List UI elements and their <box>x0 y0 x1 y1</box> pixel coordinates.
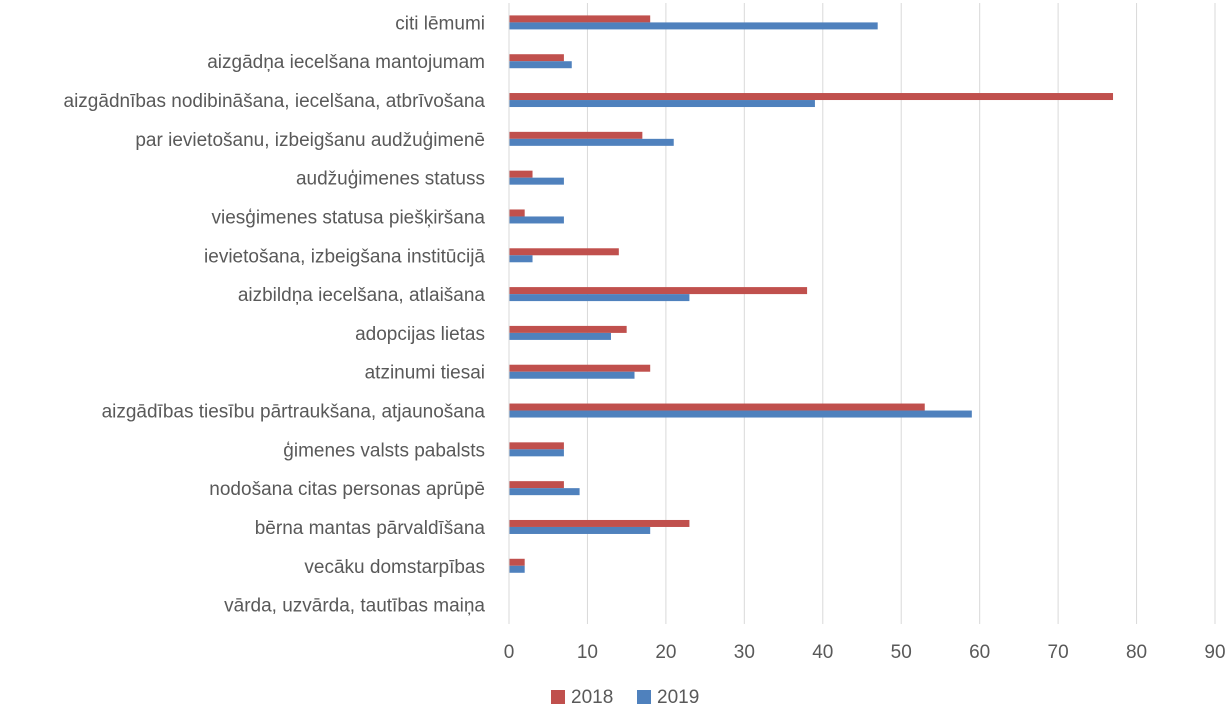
bar-2019-14 <box>509 565 525 573</box>
x-tick-label: 50 <box>891 642 912 663</box>
bar-2018-8 <box>509 325 627 333</box>
category-label: aizbildņa iecelšana, atlaišana <box>238 285 486 306</box>
bar-2019-12 <box>509 488 580 496</box>
x-tick-label: 90 <box>1204 642 1225 663</box>
category-label: vārda, uzvārda, tautības maiņa <box>224 596 485 617</box>
bar-2019-1 <box>509 61 572 69</box>
category-label: bērna mantas pārvaldīšana <box>255 518 486 539</box>
bar-2019-13 <box>509 526 651 534</box>
category-label: vecāku domstarpības <box>304 557 485 578</box>
category-label: citi lēmumi <box>395 13 485 34</box>
bar-2019-10 <box>509 410 972 418</box>
bar-2019-5 <box>509 216 564 224</box>
bar-2018-1 <box>509 54 564 62</box>
bar-2018-13 <box>509 519 690 527</box>
bar-2018-0 <box>509 15 651 23</box>
bar-2019-6 <box>509 255 533 263</box>
category-label: aizgādības tiesību pārtraukšana, atjauno… <box>102 402 486 423</box>
x-tick-label: 60 <box>969 642 990 663</box>
bar-2018-6 <box>509 248 619 256</box>
bar-2019-9 <box>509 371 635 379</box>
category-label: aizgādņa iecelšana mantojumam <box>207 52 485 73</box>
category-label: ievietošana, izbeigšana institūcijā <box>204 246 485 267</box>
category-label: adopcijas lietas <box>355 324 485 345</box>
bar-2018-5 <box>509 209 525 217</box>
bar-2019-8 <box>509 332 611 340</box>
category-label: audžuģimenes statuss <box>296 169 485 190</box>
legend-label-2018: 2018 <box>571 687 613 708</box>
category-label: viesģimenes statusa piešķiršana <box>211 207 485 228</box>
bar-2019-3 <box>509 138 674 146</box>
legend-swatch-2019 <box>637 690 651 704</box>
bar-2018-12 <box>509 481 564 489</box>
bar-2019-4 <box>509 177 564 185</box>
bar-2019-7 <box>509 294 690 302</box>
x-tick-label: 30 <box>734 642 755 663</box>
x-tick-label: 80 <box>1126 642 1147 663</box>
legend-label-2019: 2019 <box>657 687 699 708</box>
x-tick-label: 20 <box>655 642 676 663</box>
tick-labels: 0 10 20 30 40 50 60 70 80 90 <box>504 642 1226 663</box>
bar-2018-11 <box>509 442 564 450</box>
x-tick-label: 70 <box>1048 642 1069 663</box>
x-tick-label: 0 <box>504 642 515 663</box>
legend: 2018 2019 <box>551 687 699 708</box>
legend-swatch-2018 <box>551 690 565 704</box>
bar-2019-0 <box>509 22 878 30</box>
bar-2018-2 <box>509 93 1114 101</box>
category-label: atzinumi tiesai <box>365 363 485 384</box>
category-label: nodošana citas personas aprūpē <box>209 479 485 500</box>
bars <box>509 15 1114 573</box>
bar-2019-11 <box>509 449 564 457</box>
bar-2018-9 <box>509 364 651 372</box>
category-label: par ievietošanu, izbeigšanu audžuģimenē <box>135 130 485 151</box>
bar-2018-14 <box>509 558 525 566</box>
x-tick-label: 40 <box>812 642 833 663</box>
bar-2018-7 <box>509 287 808 295</box>
category-label: aizgādnības nodibināšana, iecelšana, atb… <box>64 91 486 112</box>
category-label: ģimenes valsts pabalsts <box>283 440 485 461</box>
bar-2018-10 <box>509 403 925 411</box>
category-labels: citi lēmumi aizgādņa iecelšana mantojumam… <box>64 13 486 616</box>
bar-2018-4 <box>509 170 533 178</box>
bar-2019-2 <box>509 100 815 108</box>
x-tick-label: 10 <box>577 642 598 663</box>
bar-2018-3 <box>509 131 643 139</box>
